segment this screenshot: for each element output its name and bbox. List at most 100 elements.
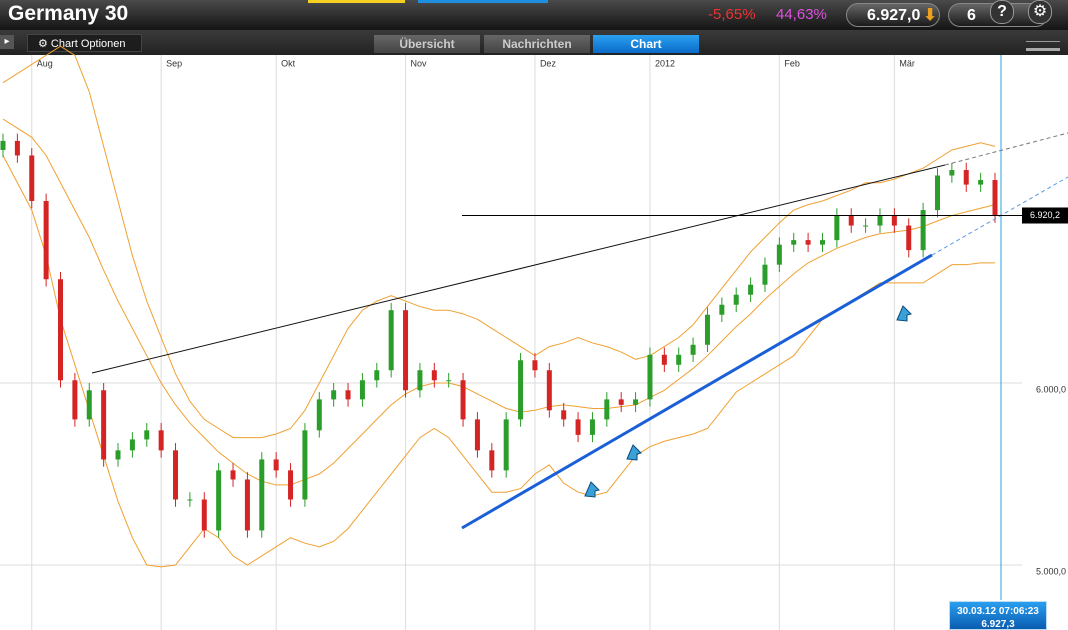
change-pct: -5,65% <box>708 6 756 23</box>
x-tick-label: Aug <box>37 58 53 68</box>
candle-body <box>302 430 308 500</box>
instrument-title: Germany 30 <box>8 2 129 25</box>
candle-body <box>834 215 840 241</box>
x-tick-label: Sep <box>166 58 182 68</box>
candle-body <box>43 200 49 280</box>
y-tick-label: 5.000,0 <box>1036 566 1066 576</box>
candle-body <box>978 180 984 185</box>
last-price-box <box>1022 207 1068 224</box>
trend-line-extension <box>944 132 1068 166</box>
chart-options-button[interactable]: ⚙ Chart Optionen <box>27 34 142 52</box>
candle-body <box>129 439 135 451</box>
candle-body <box>762 264 768 285</box>
candle-body <box>503 419 509 471</box>
candle-body <box>633 399 639 405</box>
tab-active[interactable]: Chart <box>593 35 699 53</box>
candle-body <box>963 170 969 185</box>
candle-body <box>187 499 193 501</box>
candle-body <box>791 240 797 245</box>
candle-body <box>144 430 150 440</box>
candle-body <box>848 215 854 226</box>
candle-body <box>546 370 552 411</box>
candle-body <box>589 419 595 435</box>
y-tick-label: 6.000,0 <box>1036 384 1066 394</box>
time: 30.03.12 07:06:23 <box>957 606 1039 617</box>
sell-price[interactable]: 6.927,0 ⬇ <box>846 3 940 27</box>
help-icon[interactable]: ? <box>990 0 1014 24</box>
label: Chart Optionen <box>50 38 126 50</box>
candle-body <box>676 354 682 365</box>
candle-body <box>316 399 322 431</box>
candle-body <box>388 310 394 371</box>
candle-body <box>173 450 179 500</box>
candle-body <box>29 155 35 201</box>
candle-body <box>201 499 207 531</box>
candle-body <box>273 459 279 471</box>
candle-body <box>532 360 538 371</box>
candle-body <box>158 430 164 451</box>
settings-icon[interactable]: ⚙ <box>1028 0 1052 24</box>
price: 6 <box>967 7 976 24</box>
candle-body <box>331 390 337 400</box>
tab[interactable]: Übersicht <box>374 35 480 53</box>
candle-body <box>561 410 567 420</box>
bollinger-band <box>2 118 996 486</box>
other-pct: 44,63% <box>776 6 827 23</box>
candle-body <box>877 215 883 226</box>
candle-body <box>920 210 926 251</box>
candle-body <box>374 370 380 381</box>
candle-body <box>863 225 869 227</box>
candle-body <box>906 225 912 251</box>
candle-body <box>288 470 294 500</box>
candle-body <box>216 470 222 531</box>
support-line <box>461 253 933 530</box>
bollinger-band <box>2 45 996 439</box>
collapse-button[interactable]: ▸ <box>0 35 14 49</box>
x-tick-label: Mär <box>899 58 915 68</box>
candle-body <box>647 354 653 400</box>
candle-body <box>417 370 423 391</box>
candle-body <box>661 354 667 365</box>
candle-body <box>704 314 710 345</box>
candle-body <box>733 294 739 305</box>
candle-body <box>891 215 897 226</box>
candle-body <box>403 310 409 391</box>
candle-body <box>719 304 725 315</box>
candle-body <box>230 470 236 480</box>
candle-body <box>949 170 955 176</box>
candle-body <box>518 360 524 420</box>
top-bar: Germany 30 -5,65% 44,63% 6.927,0 ⬇ 6 ? ⚙ <box>0 0 1068 30</box>
crosshair-label: 30.03.12 07:06:23 6.927,3 <box>949 601 1047 630</box>
candle-body <box>819 240 825 245</box>
tab[interactable]: Nachrichten <box>484 35 590 53</box>
price: 6.927,0 <box>867 7 921 24</box>
candle-body <box>101 390 107 460</box>
candle-body <box>748 284 754 295</box>
candle-body <box>72 380 78 420</box>
candle-body <box>460 380 466 420</box>
candle-body <box>0 140 6 151</box>
candle-body <box>86 390 92 420</box>
candle-body <box>244 479 250 531</box>
candle-body <box>446 380 452 382</box>
candle-body <box>575 419 581 435</box>
candle-body <box>345 390 351 400</box>
candle-body <box>359 380 365 400</box>
x-tick-label: Feb <box>784 58 800 68</box>
candle-body <box>618 399 624 405</box>
arrow-icon <box>626 444 642 461</box>
candle-body <box>431 370 437 381</box>
candle-body <box>776 244 782 265</box>
candle-body <box>474 419 480 451</box>
x-tick-label: Nov <box>411 58 428 68</box>
candle-body <box>58 279 64 381</box>
x-tick-label: 2012 <box>655 58 675 68</box>
candle-body <box>604 399 610 420</box>
window-controls[interactable] <box>1026 41 1060 51</box>
candle-body <box>259 459 265 531</box>
candle-body <box>934 175 940 211</box>
trend-line <box>91 164 946 374</box>
last-price-label: 6.920,2 <box>1030 210 1060 220</box>
